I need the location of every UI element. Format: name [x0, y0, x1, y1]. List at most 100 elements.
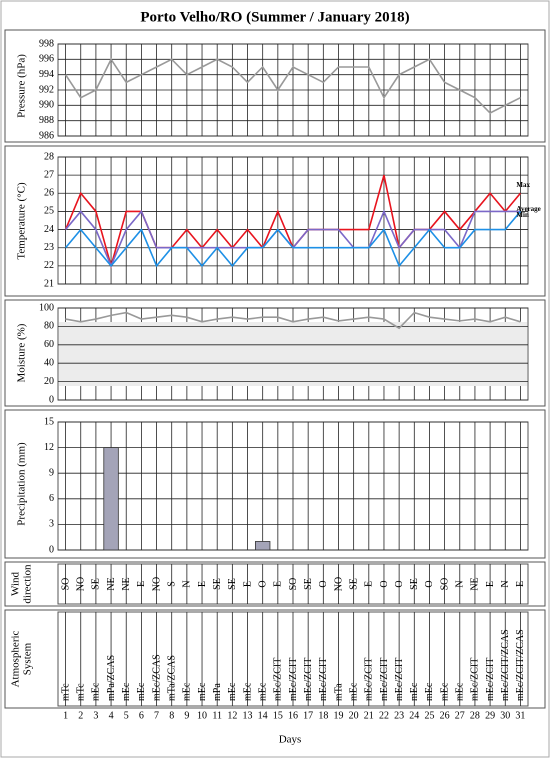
row-label: mEc — [348, 682, 359, 701]
row-label: mEc — [409, 682, 420, 701]
row-label: mEc/ZCIT — [303, 658, 314, 701]
row-label: mEc/ZCIT — [318, 658, 329, 701]
row-label: mEc/ZCIT — [470, 658, 481, 701]
y-tick-label: 9 — [49, 467, 54, 478]
y-tick-label: 24 — [44, 224, 54, 235]
x-tick-label: 21 — [364, 710, 374, 721]
y-tick-label: 27 — [44, 169, 54, 180]
row-label: mEc/ZCIT — [288, 658, 299, 701]
x-tick-label: 10 — [197, 710, 207, 721]
row-label: mEc/ZCIT — [364, 658, 375, 701]
row-label: mEc — [227, 682, 238, 701]
panel-frame — [4, 29, 546, 143]
bar — [254, 541, 271, 551]
series-label: Average — [516, 205, 540, 213]
y-axis-label: Wind — [10, 572, 22, 596]
x-tick-label: 29 — [485, 710, 495, 721]
x-tick-label: 12 — [227, 710, 237, 721]
x-tick-label: 9 — [184, 710, 189, 721]
series-line — [65, 311, 521, 330]
x-tick-label: 11 — [212, 710, 222, 721]
shaded-band — [59, 322, 527, 386]
y-axis-label: Atmospheric — [10, 630, 22, 687]
row-label: mEc — [242, 682, 253, 701]
row-label: mPa — [212, 683, 223, 701]
series-line — [64, 210, 522, 268]
x-tick-label: 19 — [333, 710, 343, 721]
y-tick-label: 996 — [39, 54, 54, 65]
x-tick-label: 18 — [318, 710, 328, 721]
row-label: mEc/ZCIT/ZCAS — [500, 629, 511, 701]
row-label: O — [379, 580, 390, 587]
row-label: SO — [60, 578, 71, 591]
row-label: N — [182, 580, 193, 587]
y-tick-label: 60 — [44, 339, 54, 350]
x-tick-label: 20 — [349, 710, 359, 721]
y-tick-label: 992 — [39, 84, 54, 95]
row-label: mEc — [136, 682, 147, 701]
row-label: NO — [333, 577, 344, 591]
row-label: SE — [212, 578, 223, 590]
row-label: SO — [288, 578, 299, 591]
row-label: S — [167, 581, 178, 587]
row-label: mEc — [439, 682, 450, 701]
x-tick-label: 15 — [273, 710, 283, 721]
row-label: mEc/ZCAS — [151, 654, 162, 701]
x-tick-label: 30 — [500, 710, 510, 721]
panel-frame — [4, 145, 546, 297]
y-tick-label: 22 — [44, 260, 54, 271]
x-tick-label: 25 — [424, 710, 434, 721]
row-label: mEc — [91, 682, 102, 701]
y-axis-label: Pressure (hPa) — [16, 54, 28, 118]
row-label: mEc — [257, 682, 268, 701]
x-tick-label: 26 — [440, 710, 450, 721]
row-label: SE — [227, 578, 238, 590]
panel-frame — [4, 561, 546, 607]
y-tick-label: 12 — [44, 442, 54, 453]
y-axis-label: Precipitation (mm) — [16, 442, 28, 526]
row-label: E — [364, 581, 375, 587]
y-tick-label: 994 — [39, 69, 54, 80]
y-tick-label: 0 — [49, 394, 54, 405]
row-label: E — [273, 581, 284, 587]
y-axis-label: Temperature (°C) — [16, 182, 28, 260]
y-tick-label: 20 — [44, 376, 54, 387]
panel-frame — [4, 299, 546, 407]
x-tick-label: 14 — [258, 710, 268, 721]
y-tick-label: 15 — [44, 416, 54, 427]
x-tick-label: 2 — [78, 710, 83, 721]
y-tick-label: 986 — [39, 130, 54, 141]
row-label: NE — [106, 577, 117, 590]
x-tick-label: 3 — [93, 710, 98, 721]
row-label: O — [318, 580, 329, 587]
y-tick-label: 3 — [49, 519, 54, 530]
y-tick-label: 998 — [39, 38, 54, 49]
x-tick-label: 24 — [409, 710, 419, 721]
row-label: O — [424, 580, 435, 587]
row-label: NO — [76, 577, 87, 591]
x-tick-label: 5 — [124, 710, 129, 721]
x-tick-label: 16 — [288, 710, 298, 721]
row-label: mEc — [424, 682, 435, 701]
y-tick-label: 25 — [44, 206, 54, 217]
x-tick-label: 23 — [394, 710, 404, 721]
row-label: SE — [348, 578, 359, 590]
row-label: mEc/ZCIT — [273, 658, 284, 701]
x-tick-label: 27 — [455, 710, 465, 721]
x-tick-label: 7 — [154, 710, 159, 721]
y-tick-label: 28 — [44, 151, 54, 162]
row-label: mEc/ZCIT — [485, 658, 496, 701]
row-label: N — [500, 580, 511, 587]
panel-frame — [4, 609, 546, 709]
row-label: SE — [409, 578, 420, 590]
row-label: SE — [303, 578, 314, 590]
row-label: mTa/ZCAS — [167, 655, 178, 701]
x-tick-label: 13 — [243, 710, 253, 721]
y-tick-label: 40 — [44, 357, 54, 368]
series-line — [64, 57, 521, 114]
y-axis-label: System — [22, 642, 34, 675]
row-label: mEc/ZCIT — [379, 658, 390, 701]
series-label: Min — [516, 211, 529, 219]
row-label: mPa/ZCAS — [106, 655, 117, 701]
